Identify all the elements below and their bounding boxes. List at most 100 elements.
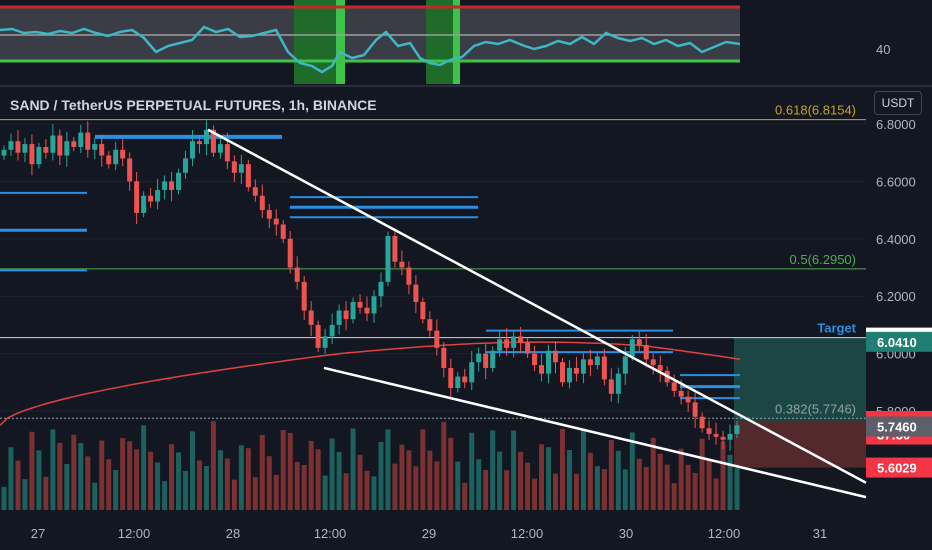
volume-bar [280,430,286,510]
volume-bar [294,462,300,510]
volume-bar [155,462,161,510]
oscillator-level-label: 40 [876,42,890,57]
volume-bar [141,425,147,510]
volume-bar [273,474,279,510]
candle-body [15,141,21,153]
volume-bar [57,442,63,510]
price-badge-text: 6.0410 [877,335,917,350]
volume-bar [8,447,14,510]
candle-body [504,339,510,348]
volume-bar [301,465,307,510]
oscillator-line [0,25,741,74]
oscillator-band [0,7,740,61]
candle-body [29,144,35,165]
volume-bar [392,463,398,510]
candle-body [476,353,482,363]
volume-bar [622,469,628,510]
volume-bar [455,461,461,510]
x-tick-label: 12:00 [708,526,741,541]
candle-body [573,367,579,374]
volume-bar [525,462,531,510]
volume-bar [36,450,42,510]
volume-bar [671,483,677,510]
candle-body [287,238,293,268]
volume-bar [329,438,335,510]
volume-bar [636,458,642,510]
y-tick-label: 6.8000 [876,117,916,132]
volume-bar [64,464,70,510]
candles [1,120,740,451]
candle-body [650,359,656,366]
volume-bar [559,428,565,510]
volume-bar [350,428,356,510]
fib-label: 0.618(6.8154) [775,103,856,118]
candle-body [406,267,412,285]
candle-body [608,379,614,394]
volume-bar [176,452,182,510]
profit-zone [734,337,866,421]
volume-bar [511,430,517,510]
time-axis[interactable]: 27 12:00 28 12:00 29 12:00 30 12:00 31 [31,526,827,541]
candle-body [245,164,251,188]
volume-bar [406,450,412,510]
candle-body [350,301,356,320]
volume-bar [420,429,426,510]
volume-bar [343,473,349,510]
volume-bar [552,473,558,510]
candle-body [148,195,154,202]
candle-body [490,350,496,368]
volume-bar [43,476,49,510]
volume-bar [22,479,28,510]
price-badge [866,416,932,437]
volume-bar [357,454,363,510]
candle-body [629,339,635,357]
candle-body [64,141,70,156]
candle-body [420,301,426,320]
currency-button[interactable]: USDT [874,91,922,115]
candle-body [580,359,586,374]
candle-body [371,296,377,314]
candle-body [155,190,161,202]
candle-body [50,135,56,153]
volume-bar [678,448,684,510]
x-tick-label: 28 [226,526,240,541]
volume-bar [385,429,391,510]
candle-body [566,367,572,383]
candle-body [671,382,677,391]
candle-body [99,144,105,156]
candle-body [266,210,272,219]
volume-bar [608,440,614,510]
candle-body [231,161,237,173]
candle-body [601,356,607,380]
candle-body [113,149,119,165]
volume-bar [413,466,419,510]
candle-body [385,235,391,282]
volume-bar [336,452,342,510]
candle-body [322,336,328,348]
candle-body [636,339,642,345]
candle-body [141,195,147,213]
candle-body [469,362,475,383]
y-tick-label: 6.2000 [876,289,916,304]
volume-bar [566,450,572,510]
candle-body [210,129,216,153]
candle-body [413,284,419,302]
price-badge-text: 5.6029 [877,461,917,476]
volume-bar [518,451,524,510]
candle-body [8,141,14,150]
candle-body [120,149,126,159]
volume-bar [106,459,112,510]
volume-bar [720,441,726,510]
volume-bar [92,482,98,510]
candle-body [734,425,740,434]
candle-body [518,336,524,343]
volume-bar [601,469,607,510]
stop-zone [734,420,866,468]
volume-bar [1,486,7,510]
candle-body [427,319,433,331]
volume-bar [78,443,84,510]
candle-body [699,416,705,429]
candle-body [539,365,545,374]
